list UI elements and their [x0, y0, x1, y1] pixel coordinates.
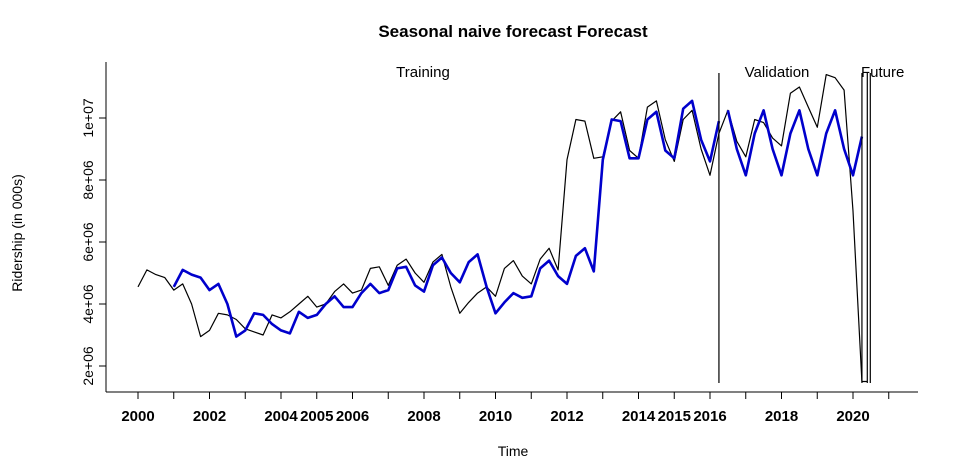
series-line-forecast [726, 109, 864, 177]
x-tick-label: 2004 [264, 408, 298, 425]
y-tick-label: 1e+07 [80, 98, 96, 138]
y-tick-label: 6e+06 [80, 222, 96, 262]
period-label-future: Future [861, 64, 904, 81]
x-tick-label: 2002 [193, 408, 226, 425]
chart-title: Seasonal naive forecast Forecast [378, 22, 648, 41]
period-label-training: Training [396, 64, 450, 81]
x-tick-label: 2018 [765, 408, 798, 425]
x-tick-label: 2005 [300, 408, 333, 425]
x-tick-label: 2014 [622, 408, 656, 425]
y-axis-label: Ridership (in 000s) [9, 174, 25, 292]
series-line-fitted [172, 99, 721, 338]
x-axis-label: Time [498, 443, 529, 459]
x-tick-label: 2020 [836, 408, 869, 425]
series-line-actual [137, 73, 868, 383]
series-layer [137, 73, 868, 383]
x-tick-label: 2010 [479, 408, 512, 425]
y-tick-label: 2e+06 [80, 346, 96, 386]
x-tick-label: 2016 [693, 408, 726, 425]
x-tick-label: 2015 [658, 408, 691, 425]
x-tick-label: 2008 [407, 408, 440, 425]
x-tick-label: 2006 [336, 408, 369, 425]
y-tick-label: 4e+06 [80, 284, 96, 324]
period-label-validation: Validation [745, 64, 810, 81]
period-markers: Training Validation Future [396, 64, 904, 383]
x-tick-label: 2000 [121, 408, 154, 425]
x-tick-label: 2012 [550, 408, 583, 425]
y-tick-label: 8e+06 [80, 160, 96, 200]
